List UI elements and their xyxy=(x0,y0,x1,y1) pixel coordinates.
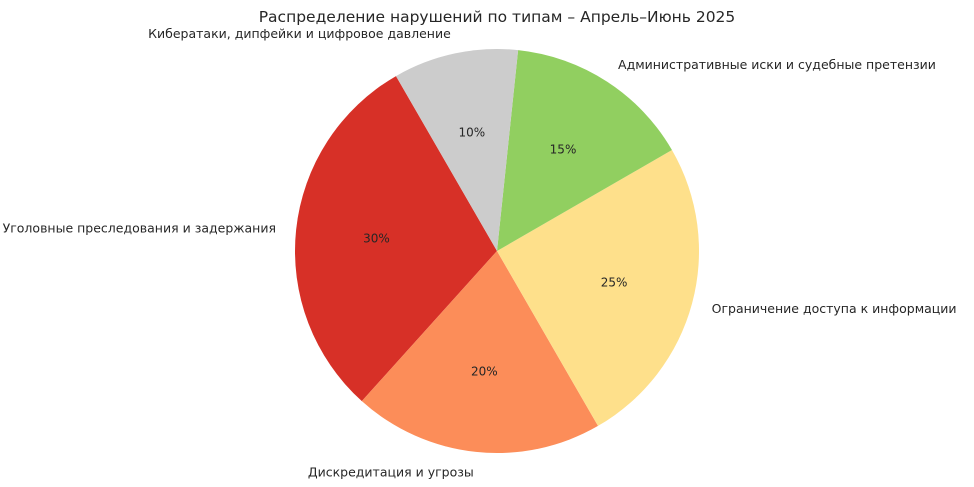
chart-title: Распределение нарушений по типам – Апрел… xyxy=(259,8,736,26)
pie-percent-label: 15% xyxy=(550,142,577,156)
pie-category-label: Уголовные преследования и задержания xyxy=(3,220,276,235)
pie-category-label: Ограничение доступа к информации xyxy=(712,301,957,316)
pie-percent-label: 25% xyxy=(601,275,628,289)
pie-slice xyxy=(497,50,672,251)
pie-category-label: Административные иски и судебные претенз… xyxy=(618,57,936,72)
pie-category-labels: Уголовные преследования и задержания Дис… xyxy=(3,26,957,479)
pie-slices xyxy=(294,48,699,453)
pie-slice xyxy=(396,48,519,251)
pie-percent-labels: 30% 20% 25% 15% 10% xyxy=(363,125,627,378)
pie-percent-label: 30% xyxy=(363,231,390,245)
pie-percent-label: 20% xyxy=(471,365,498,379)
pie-slice xyxy=(361,251,598,453)
pie-slice xyxy=(497,150,699,426)
pie-category-label: Кибератаки, дипфейки и цифровое давление xyxy=(148,26,451,41)
pie-percent-label: 10% xyxy=(458,125,485,139)
pie-slice xyxy=(294,76,497,402)
pie-category-label: Дискредитация и угрозы xyxy=(308,464,474,479)
